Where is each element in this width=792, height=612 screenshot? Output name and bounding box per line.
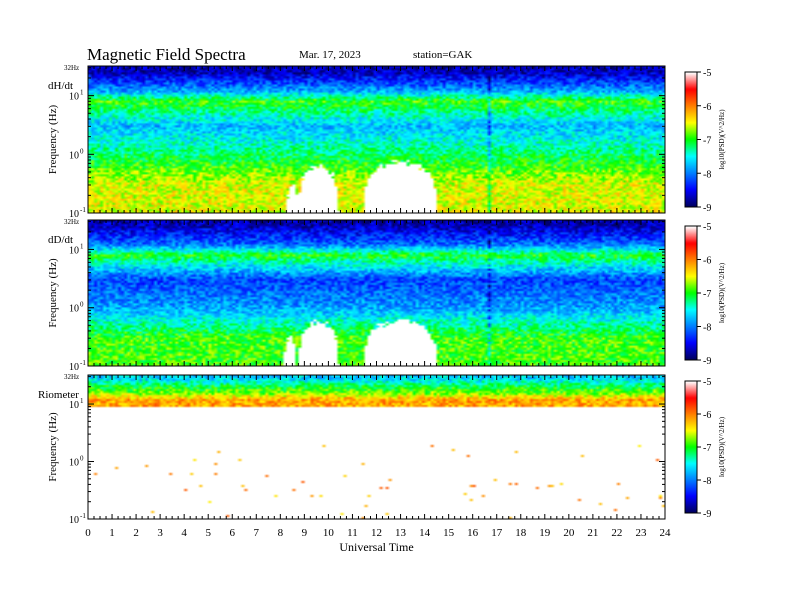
x-tick-label: 10 bbox=[323, 527, 335, 539]
colorbar-tick-label: -9 bbox=[703, 203, 711, 214]
x-tick-label: 1 bbox=[109, 527, 115, 539]
colorbar-tick-label: -8 bbox=[703, 323, 711, 334]
y-tick-exponent: 1 bbox=[80, 242, 84, 250]
x-tick-label: 16 bbox=[467, 527, 479, 539]
colorbar-tick-label: -6 bbox=[703, 256, 711, 267]
y-tick-exponent: 0 bbox=[80, 147, 84, 155]
figure-date: Mar. 17, 2023 bbox=[299, 49, 361, 61]
colorbar-tick-label: -5 bbox=[703, 68, 711, 79]
y-tick-label: 10 bbox=[69, 150, 79, 161]
y-axis-label: Frequency (Hz) bbox=[47, 412, 59, 482]
colorbar-tick-label: -9 bbox=[703, 356, 711, 367]
colorbar bbox=[685, 381, 697, 513]
panel-label: dH/dt bbox=[48, 80, 73, 92]
colorbar bbox=[685, 72, 697, 207]
station-label: station=GAK bbox=[413, 49, 473, 61]
y-tick-label: 10 bbox=[69, 209, 79, 220]
spectrogram-image bbox=[88, 375, 665, 519]
colorbar-tick-label: -7 bbox=[703, 289, 711, 300]
colorbar-tick-label: -7 bbox=[703, 443, 711, 454]
y-tick-exponent: 0 bbox=[80, 301, 84, 309]
x-tick-label: 0 bbox=[85, 527, 91, 539]
y-tick-exponent: -1 bbox=[80, 359, 86, 367]
y-axis-label: Frequency (Hz) bbox=[47, 258, 59, 328]
y-axis-label: Frequency (Hz) bbox=[47, 105, 59, 175]
colorbar-tick-label: -5 bbox=[703, 222, 711, 233]
x-tick-label: 9 bbox=[302, 527, 308, 539]
x-tick-label: 24 bbox=[660, 527, 672, 539]
y-tick-label: 10 bbox=[69, 458, 79, 469]
colorbar-tick-label: -6 bbox=[703, 410, 711, 421]
y-tick-label: 10 bbox=[69, 92, 79, 103]
x-tick-label: 21 bbox=[587, 527, 598, 539]
x-tick-label: 11 bbox=[347, 527, 358, 539]
figure-title: Magnetic Field Spectra bbox=[87, 45, 246, 64]
colorbar-tick-label: -7 bbox=[703, 136, 711, 147]
colorbar-label: log10(PSD)(V^2/Hz) bbox=[718, 262, 726, 323]
spectrogram-image bbox=[88, 66, 665, 213]
x-tick-label: 22 bbox=[611, 527, 622, 539]
y-tick-label: 10 bbox=[69, 515, 79, 526]
x-tick-label: 20 bbox=[563, 527, 575, 539]
x-tick-label: 17 bbox=[491, 527, 503, 539]
y-top-label: 32Hz bbox=[64, 64, 79, 72]
colorbar-tick-label: -8 bbox=[703, 476, 711, 487]
x-axis-label: Universal Time bbox=[339, 540, 413, 554]
colorbar-tick-label: -8 bbox=[703, 169, 711, 180]
x-tick-label: 4 bbox=[181, 527, 187, 539]
x-tick-label: 2 bbox=[133, 527, 139, 539]
x-tick-label: 14 bbox=[419, 527, 431, 539]
colorbar-label: log10(PSD)(V^2/Hz) bbox=[718, 109, 726, 170]
y-tick-exponent: 1 bbox=[80, 89, 84, 97]
y-tick-label: 10 bbox=[69, 304, 79, 315]
colorbar-tick-label: -5 bbox=[703, 377, 711, 388]
x-tick-label: 12 bbox=[371, 527, 382, 539]
x-tick-label: 23 bbox=[635, 527, 647, 539]
panel-label: Riometer bbox=[38, 389, 79, 401]
x-tick-label: 13 bbox=[395, 527, 407, 539]
colorbar-tick-label: -6 bbox=[703, 102, 711, 113]
y-top-label: 32Hz bbox=[64, 373, 79, 381]
spectrogram-image bbox=[88, 220, 665, 366]
x-tick-label: 3 bbox=[157, 527, 163, 539]
x-tick-label: 5 bbox=[205, 527, 211, 539]
colorbar-tick-label: -9 bbox=[703, 509, 711, 520]
y-tick-exponent: -1 bbox=[80, 512, 86, 520]
x-tick-label: 7 bbox=[254, 527, 260, 539]
y-tick-exponent: -1 bbox=[80, 206, 86, 214]
colorbar bbox=[685, 226, 697, 360]
y-tick-exponent: 0 bbox=[80, 455, 84, 463]
y-top-label: 32Hz bbox=[64, 218, 79, 226]
y-tick-label: 10 bbox=[69, 400, 79, 411]
x-tick-label: 19 bbox=[539, 527, 551, 539]
x-tick-label: 6 bbox=[230, 527, 236, 539]
panel-label: dD/dt bbox=[48, 234, 73, 246]
colorbar-label: log10(PSD)(V^2/Hz) bbox=[718, 416, 726, 477]
y-tick-label: 10 bbox=[69, 245, 79, 256]
x-tick-label: 18 bbox=[515, 527, 527, 539]
y-tick-exponent: 1 bbox=[80, 397, 84, 405]
y-tick-label: 10 bbox=[69, 362, 79, 373]
x-tick-label: 8 bbox=[278, 527, 284, 539]
x-tick-label: 15 bbox=[443, 527, 455, 539]
